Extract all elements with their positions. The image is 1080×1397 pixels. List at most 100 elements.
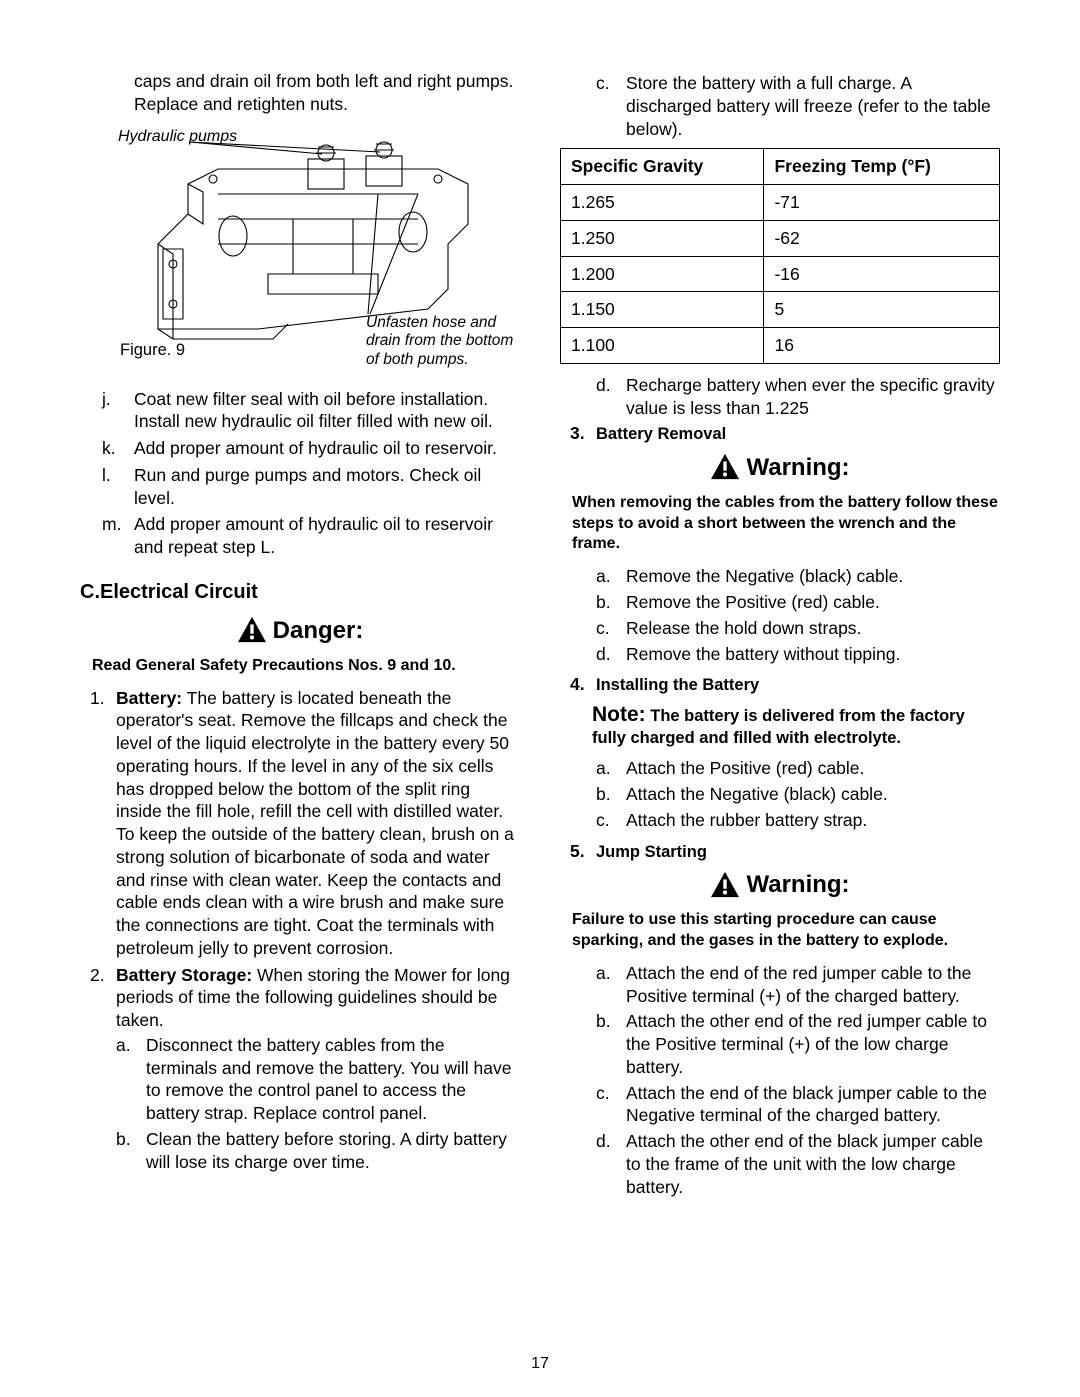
storage-c-text: Store the battery with a full charge. A … xyxy=(626,73,991,139)
storage-a-text: Disconnect the battery cables from the t… xyxy=(146,1035,511,1123)
item-battery-removal: 3. Battery Removal xyxy=(596,422,1000,445)
cell: -16 xyxy=(764,256,1000,292)
storage-c: c.Store the battery with a full charge. … xyxy=(626,72,1000,140)
marker-5c: c. xyxy=(596,1082,610,1105)
storage-b: b.Clean the battery before storing. A di… xyxy=(146,1128,520,1174)
step-m: m.Add proper amount of hydraulic oil to … xyxy=(134,513,520,559)
jump-a: a.Attach the end of the red jumper cable… xyxy=(626,962,1000,1008)
figure-9: Hydraulic pumps xyxy=(118,124,520,372)
warning-triangle-icon xyxy=(710,871,740,899)
storage-sublist: a.Disconnect the battery cables from the… xyxy=(146,1034,520,1174)
item-5-wrap: 5. Jump Starting xyxy=(596,840,1000,863)
cell: -71 xyxy=(764,185,1000,221)
note-block: Note: The battery is delivered from the … xyxy=(592,701,1000,750)
jump-c: c.Attach the end of the black jumper cab… xyxy=(626,1082,1000,1128)
step-j-text: Coat new filter seal with oil before ins… xyxy=(134,389,493,432)
battery-storage-label: Battery Storage: xyxy=(116,965,252,985)
item-3-wrap: 3. Battery Removal xyxy=(596,422,1000,445)
removal-d: d.Remove the battery without tipping. xyxy=(626,643,1000,666)
removal-d-text: Remove the battery without tipping. xyxy=(626,644,900,664)
freezing-temp-table: Specific Gravity Freezing Temp (°F) 1.26… xyxy=(560,148,1000,364)
warning-triangle-icon xyxy=(710,453,740,481)
marker-j: j. xyxy=(102,388,111,411)
battery-list: 1. Battery: The battery is located benea… xyxy=(116,687,520,1174)
marker-l: l. xyxy=(102,464,111,487)
th-freezing-temp: Freezing Temp (°F) xyxy=(764,149,1000,185)
removal-b: b.Remove the Positive (red) cable. xyxy=(626,591,1000,614)
marker-1: 1. xyxy=(90,687,105,710)
install-c: c.Attach the rubber battery strap. xyxy=(626,809,1000,832)
item-installing-battery: 4. Installing the Battery xyxy=(596,673,1000,696)
removal-c: c.Release the hold down straps. xyxy=(626,617,1000,640)
removal-c-text: Release the hold down straps. xyxy=(626,618,861,638)
item-jump-starting: 5. Jump Starting xyxy=(596,840,1000,863)
table-row: 1.265-71 xyxy=(561,185,1000,221)
marker-2c: c. xyxy=(596,72,610,95)
step-l-text: Run and purge pumps and motors. Check oi… xyxy=(134,465,481,508)
removal-b-text: Remove the Positive (red) cable. xyxy=(626,592,880,612)
jump-b: b.Attach the other end of the red jumper… xyxy=(626,1010,1000,1078)
marker-3c: c. xyxy=(596,617,610,640)
marker-3d: d. xyxy=(596,643,611,666)
cell: 1.250 xyxy=(561,220,764,256)
table-row: 1.10016 xyxy=(561,328,1000,364)
marker-m: m. xyxy=(102,513,121,536)
warning-alert-2: Warning: xyxy=(560,869,1000,900)
installing-battery-label: Installing the Battery xyxy=(596,676,759,694)
step-k: k.Add proper amount of hydraulic oil to … xyxy=(134,437,520,460)
storage-d-text: Recharge battery when ever the specific … xyxy=(626,375,995,418)
steps-j-m: j.Coat new filter seal with oil before i… xyxy=(134,388,520,559)
warning-2-body: Failure to use this starting procedure c… xyxy=(572,910,1000,952)
jump-b-text: Attach the other end of the red jumper c… xyxy=(626,1011,987,1077)
marker-2a: a. xyxy=(116,1034,131,1057)
section-c-heading: C.Electrical Circuit xyxy=(80,579,520,605)
install-c-text: Attach the rubber battery strap. xyxy=(626,810,867,830)
cell: 1.150 xyxy=(561,292,764,328)
storage-a: a.Disconnect the battery cables from the… xyxy=(146,1034,520,1125)
note-word: Note: xyxy=(592,703,646,726)
danger-subtext: Read General Safety Precautions Nos. 9 a… xyxy=(92,656,520,677)
install-a-text: Attach the Positive (red) cable. xyxy=(626,758,864,778)
marker-2b: b. xyxy=(116,1128,131,1151)
removal-sublist: a.Remove the Negative (black) cable. b.R… xyxy=(626,565,1000,665)
jump-sublist: a.Attach the end of the red jumper cable… xyxy=(626,962,1000,1199)
marker-4: 4. xyxy=(570,673,585,696)
marker-3: 3. xyxy=(570,422,585,445)
marker-5: 5. xyxy=(570,840,585,863)
jump-starting-label: Jump Starting xyxy=(596,843,707,861)
marker-5d: d. xyxy=(596,1130,611,1153)
marker-4c: c. xyxy=(596,809,610,832)
marker-4b: b. xyxy=(596,783,611,806)
item-battery-storage: 2. Battery Storage: When storing the Mow… xyxy=(116,964,520,1174)
install-sublist: a.Attach the Positive (red) cable. b.Att… xyxy=(626,757,1000,831)
storage-sublist-d: d.Recharge battery when ever the specifi… xyxy=(626,374,1000,420)
storage-b-text: Clean the battery before storing. A dirt… xyxy=(146,1129,507,1172)
jump-d-text: Attach the other end of the black jumper… xyxy=(626,1131,983,1197)
danger-alert: Danger: xyxy=(80,615,520,646)
table-row: 1.1505 xyxy=(561,292,1000,328)
marker-3b: b. xyxy=(596,591,611,614)
figure-caption-right: Unfasten hose and drain from the bottom … xyxy=(366,314,520,370)
cell: 1.265 xyxy=(561,185,764,221)
cell: 5 xyxy=(764,292,1000,328)
cell: 1.200 xyxy=(561,256,764,292)
cell: 16 xyxy=(764,328,1000,364)
storage-sublist-cont: c.Store the battery with a full charge. … xyxy=(626,72,1000,140)
right-column: c. Store the battery with a full charge. … xyxy=(560,70,1000,1201)
page-number: 17 xyxy=(0,1354,1080,1375)
removal-a-text: Remove the Negative (black) cable. xyxy=(626,566,903,586)
marker-2: 2. xyxy=(90,964,105,987)
note-body: The battery is delivered from the factor… xyxy=(592,707,965,747)
step-k-text: Add proper amount of hydraulic oil to re… xyxy=(134,438,497,458)
jump-c-text: Attach the end of the black jumper cable… xyxy=(626,1083,987,1126)
two-column-layout: caps and drain oil from both left and ri… xyxy=(80,70,1000,1201)
step-m-text: Add proper amount of hydraulic oil to re… xyxy=(134,514,493,557)
storage-d: d.Recharge battery when ever the specifi… xyxy=(626,374,1000,420)
battery-label: Battery: xyxy=(116,688,182,708)
marker-3a: a. xyxy=(596,565,611,588)
warning-label-2: Warning: xyxy=(746,869,849,900)
th-specific-gravity: Specific Gravity xyxy=(561,149,764,185)
step-j: j.Coat new filter seal with oil before i… xyxy=(134,388,520,434)
figure-number: Figure. 9 xyxy=(120,340,185,361)
jump-a-text: Attach the end of the red jumper cable t… xyxy=(626,963,971,1006)
